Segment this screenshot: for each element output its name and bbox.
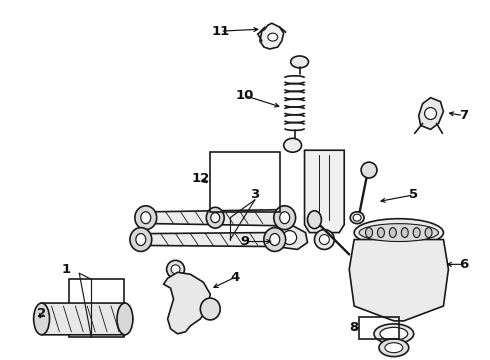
Polygon shape [164,272,210,334]
Text: 8: 8 [349,321,359,334]
Ellipse shape [270,234,280,246]
Text: 3: 3 [250,188,260,201]
Text: 1: 1 [62,263,71,276]
Text: 5: 5 [409,188,418,201]
Bar [359,317,399,339]
Text: 11: 11 [211,24,229,38]
Polygon shape [146,210,285,226]
Polygon shape [349,239,448,321]
Polygon shape [418,98,443,129]
Ellipse shape [268,33,278,41]
Polygon shape [260,23,284,49]
Bar [210,152,280,212]
Ellipse shape [353,214,361,221]
Ellipse shape [380,327,408,340]
Ellipse shape [284,138,301,152]
Text: 12: 12 [191,171,209,185]
Ellipse shape [413,228,420,238]
Ellipse shape [291,56,309,68]
Text: 7: 7 [459,109,468,122]
Ellipse shape [425,228,432,238]
Ellipse shape [401,228,408,238]
Ellipse shape [117,303,133,335]
Ellipse shape [350,212,364,224]
Ellipse shape [425,108,437,120]
Polygon shape [305,150,344,233]
Ellipse shape [280,212,290,224]
Polygon shape [273,226,308,249]
Ellipse shape [319,235,329,244]
Ellipse shape [283,231,296,244]
Text: 6: 6 [459,258,468,271]
Ellipse shape [167,260,184,278]
Ellipse shape [361,162,377,178]
Polygon shape [34,303,133,335]
Ellipse shape [130,228,152,251]
Ellipse shape [171,265,180,274]
Text: 9: 9 [241,235,249,248]
Ellipse shape [141,212,151,224]
Bar [70,279,124,337]
Ellipse shape [315,230,334,249]
Ellipse shape [200,298,220,320]
Ellipse shape [136,234,146,246]
Ellipse shape [377,228,385,238]
Ellipse shape [359,224,439,242]
Ellipse shape [264,228,286,251]
Ellipse shape [379,339,409,357]
Ellipse shape [34,303,49,335]
Ellipse shape [390,228,396,238]
Ellipse shape [274,206,295,230]
Ellipse shape [354,219,443,247]
Ellipse shape [366,228,372,238]
Text: 4: 4 [230,271,240,284]
Ellipse shape [374,324,414,344]
Ellipse shape [308,211,321,229]
Ellipse shape [211,213,220,223]
Ellipse shape [206,207,224,228]
Ellipse shape [135,206,157,230]
Ellipse shape [385,343,403,353]
Polygon shape [141,233,275,247]
Text: 10: 10 [236,89,254,102]
Text: 2: 2 [37,307,46,320]
